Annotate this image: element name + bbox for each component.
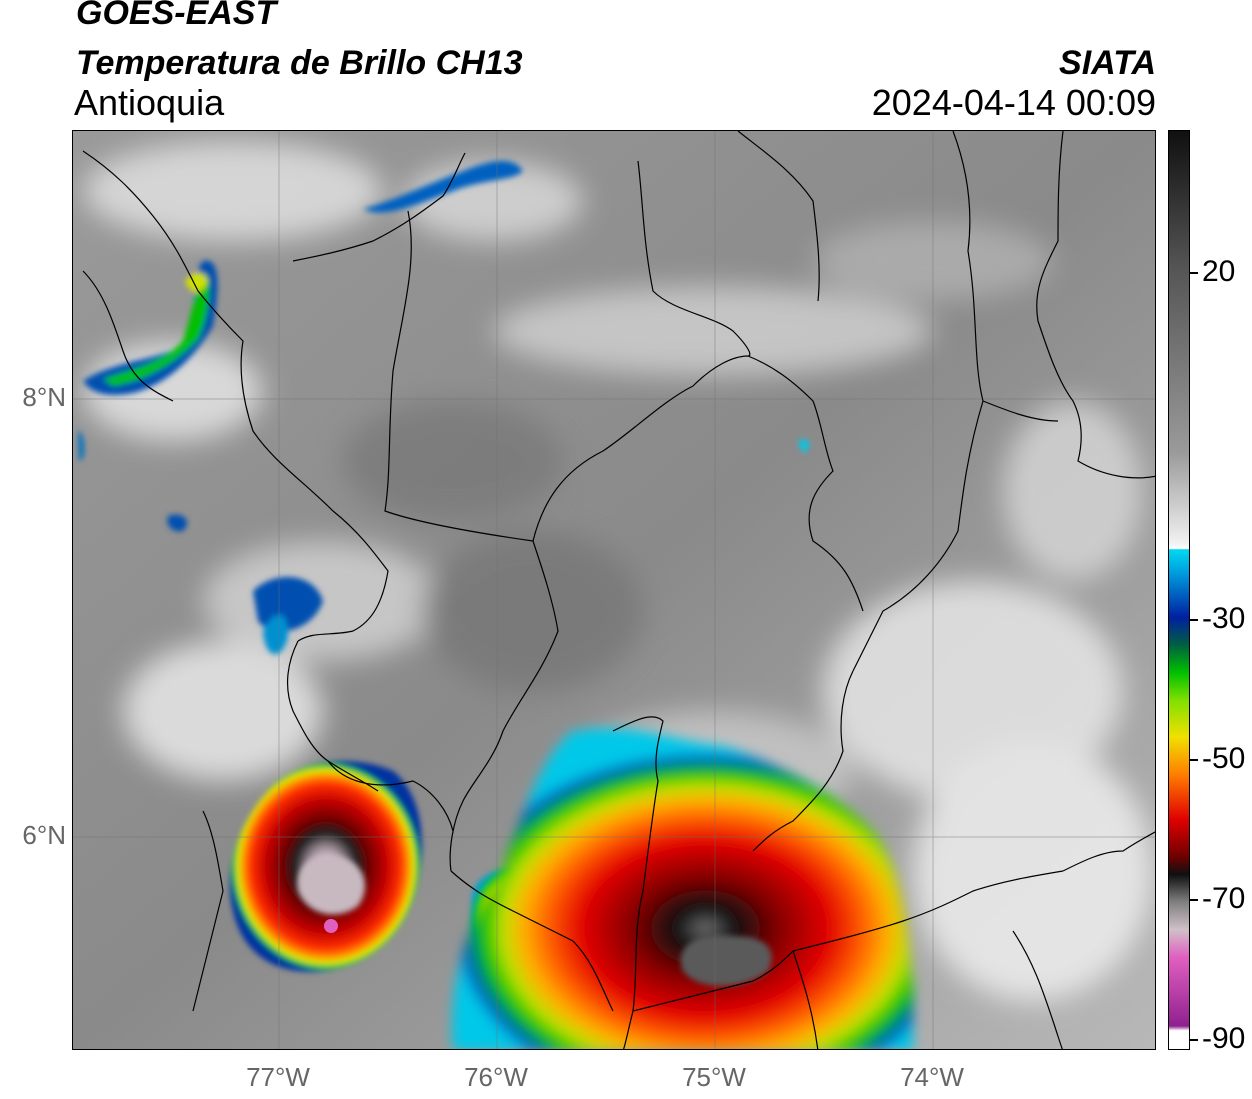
product-title: Temperatura de Brillo CH13 (76, 44, 523, 82)
lat-tick-6n: 6°N (22, 820, 66, 850)
region-label: Antioquia (74, 82, 225, 123)
lat-tick-8n: 8°N (22, 382, 66, 412)
colorbar-label-minus30: -30 (1202, 602, 1246, 635)
colorbar-label-minus70: -70 (1202, 882, 1246, 915)
boundaries (82, 131, 1155, 1049)
colorbar-label-20: 20 (1202, 255, 1236, 288)
storm-cell-south (452, 728, 913, 1049)
lon-tick-77w: 77°W (246, 1062, 310, 1092)
agency-label: SIATA (1059, 44, 1156, 82)
colorbar-label-minus50: -50 (1202, 742, 1246, 775)
graticule (73, 131, 1155, 1049)
colorbar-tick (1190, 1039, 1198, 1041)
lon-tick-76w: 76°W (464, 1062, 528, 1092)
datetime-label: 2024-04-14 00:09 (871, 82, 1156, 123)
colorbar-tick (1190, 899, 1198, 901)
colorbar-tick (1190, 759, 1198, 761)
map-canvas (73, 131, 1155, 1049)
storm-cell-west (229, 761, 422, 972)
colorbar-tick (1190, 272, 1198, 274)
lon-tick-75w: 75°W (682, 1062, 746, 1092)
colorbar-tick (1190, 619, 1198, 621)
lon-tick-74w: 74°W (900, 1062, 964, 1092)
colorbar-label-minus90: -90 (1202, 1022, 1246, 1055)
northwest-convection (78, 160, 810, 655)
satellite-map[interactable] (72, 130, 1156, 1050)
colorbar (1168, 130, 1190, 1050)
satellite-title: GOES-EAST (76, 0, 277, 32)
